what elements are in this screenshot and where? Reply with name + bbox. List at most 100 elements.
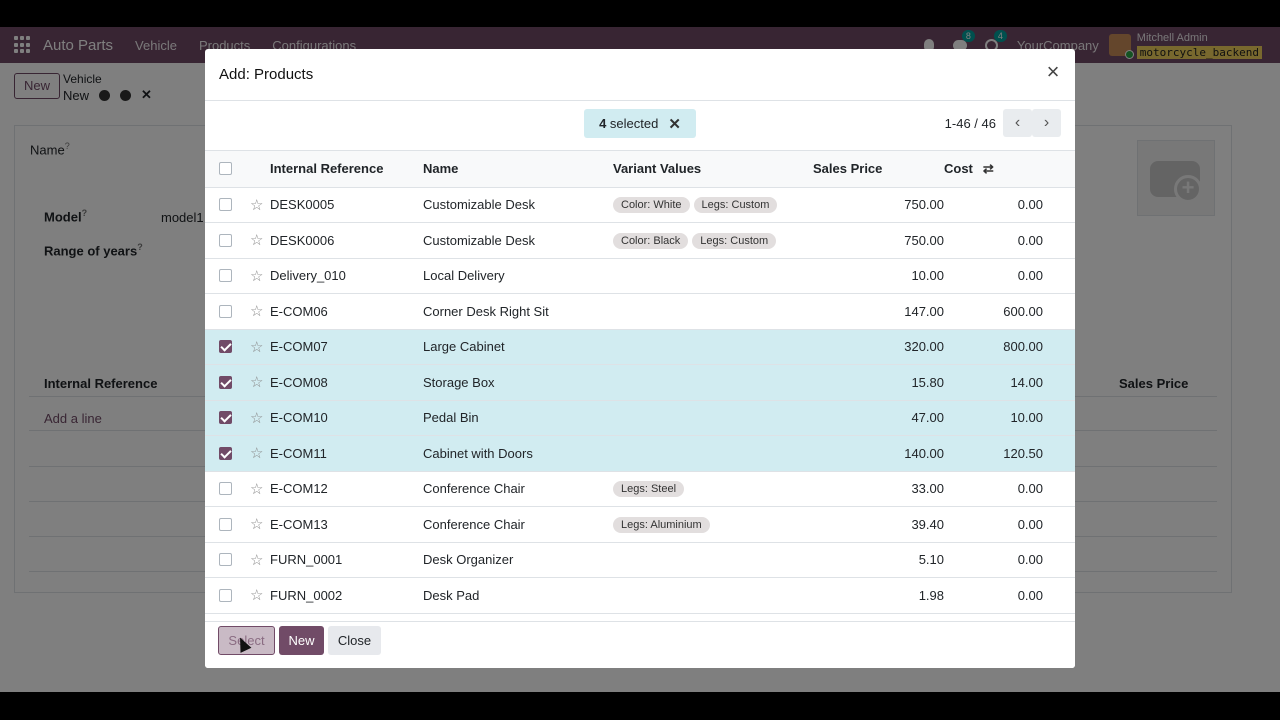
cell-variant-values[interactable] [613, 258, 813, 294]
cell-sales-price[interactable]: 47.00 [813, 400, 944, 436]
cell-name[interactable]: Corner Desk Right Sit [423, 293, 613, 330]
clear-selection-icon[interactable]: ✕ [668, 115, 681, 133]
cell-cost[interactable]: 800.00 [944, 329, 1075, 365]
cell-cost[interactable]: 0.00 [944, 542, 1075, 578]
favorite-star-icon[interactable]: ☆ [250, 409, 264, 427]
cell-internal-reference[interactable]: E-COM08 [270, 364, 423, 401]
table-row[interactable]: ☆ Delivery_010 Local Delivery 10.00 0.00 [205, 258, 1075, 294]
row-select-cell[interactable] [205, 506, 250, 543]
row-select-cell[interactable] [205, 542, 250, 578]
row-checkbox[interactable] [219, 588, 232, 602]
cell-variant-values[interactable] [613, 435, 813, 472]
favorite-star-icon[interactable]: ☆ [250, 196, 264, 214]
cell-sales-price[interactable]: 147.00 [813, 293, 944, 330]
cell-sales-price[interactable]: 1.98 [813, 577, 944, 614]
cell-internal-reference[interactable]: DESK0006 [270, 222, 423, 259]
cell-name[interactable]: Conference Chair [423, 506, 613, 543]
cell-name[interactable]: Desk Organizer [423, 542, 613, 578]
cell-internal-reference[interactable]: DESK0005 [270, 187, 423, 223]
cell-cost[interactable]: 0.00 [944, 187, 1075, 223]
new-button[interactable]: New [279, 626, 324, 655]
cell-internal-reference[interactable]: E-COM12 [270, 471, 423, 507]
row-checkbox[interactable] [219, 233, 232, 247]
cell-variant-values[interactable]: Color: White Legs: Custom [613, 187, 813, 223]
close-button[interactable]: Close [328, 626, 381, 655]
table-row[interactable]: ☆ E-COM10 Pedal Bin 47.00 10.00 [205, 400, 1075, 436]
close-icon[interactable]: × [1046, 59, 1060, 84]
favorite-star-icon[interactable]: ☆ [250, 232, 264, 250]
table-row[interactable]: ☆ DESK0005 Customizable Desk Color: White Le… [205, 187, 1075, 223]
cell-variant-values[interactable] [613, 400, 813, 436]
row-checkbox[interactable] [219, 375, 232, 389]
row-select-cell[interactable] [205, 222, 250, 259]
cell-name[interactable]: Local Delivery [423, 258, 613, 294]
cell-name[interactable]: Storage Box [423, 364, 613, 401]
cell-cost[interactable]: 0.00 [944, 222, 1075, 259]
col-variant-values[interactable]: Variant Values [613, 151, 813, 188]
cell-variant-values[interactable] [613, 577, 813, 614]
pager-next-button[interactable]: › [1032, 109, 1061, 137]
cell-name[interactable]: Customizable Desk [423, 187, 613, 223]
cell-name[interactable]: Desk Pad [423, 577, 613, 614]
select-button[interactable]: Select [218, 626, 275, 655]
cell-name[interactable]: Large Cabinet [423, 329, 613, 365]
cell-cost[interactable]: 120.50 [944, 435, 1075, 472]
pager-previous-button[interactable]: ‹ [1003, 109, 1032, 137]
table-row[interactable]: ☆ E-COM11 Cabinet with Doors 140.00 120.50 [205, 435, 1075, 472]
cell-variant-values[interactable] [613, 364, 813, 401]
row-checkbox[interactable] [219, 269, 232, 283]
table-row[interactable]: ☆ FURN_0001 Desk Organizer 5.10 0.00 [205, 542, 1075, 578]
favorite-star-icon[interactable]: ☆ [250, 587, 264, 605]
row-checkbox[interactable] [219, 304, 232, 318]
cell-sales-price[interactable]: 33.00 [813, 471, 944, 507]
cell-internal-reference[interactable]: E-COM11 [270, 435, 423, 472]
pager-value[interactable]: 1-46 / 46 [944, 116, 996, 131]
row-checkbox[interactable] [219, 553, 232, 567]
row-checkbox[interactable] [219, 517, 232, 531]
cell-name[interactable]: Pedal Bin [423, 400, 613, 436]
row-checkbox[interactable] [219, 446, 232, 460]
row-select-cell[interactable] [205, 471, 250, 507]
row-checkbox[interactable] [219, 411, 232, 425]
row-select-cell[interactable] [205, 258, 250, 294]
cell-variant-values[interactable]: Color: Black Legs: Custom [613, 222, 813, 259]
cell-sales-price[interactable]: 39.40 [813, 506, 944, 543]
cell-variant-values[interactable] [613, 542, 813, 578]
cell-sales-price[interactable]: 320.00 [813, 329, 944, 365]
cell-sales-price[interactable]: 750.00 [813, 187, 944, 223]
row-checkbox[interactable] [219, 340, 232, 354]
col-internal-reference[interactable]: Internal Reference [270, 151, 423, 188]
cell-variant-values[interactable]: Legs: Steel [613, 471, 813, 507]
cell-sales-price[interactable]: 140.00 [813, 435, 944, 472]
cell-cost[interactable]: 0.00 [944, 506, 1075, 543]
table-row[interactable]: ☆ E-COM07 Large Cabinet 320.00 800.00 [205, 329, 1075, 365]
row-select-cell[interactable] [205, 400, 250, 436]
cell-cost[interactable]: 0.00 [944, 471, 1075, 507]
optional-columns-icon[interactable]: ⇄ [982, 160, 994, 176]
row-select-cell[interactable] [205, 435, 250, 472]
row-select-cell[interactable] [205, 577, 250, 614]
favorite-star-icon[interactable]: ☆ [250, 445, 264, 463]
cell-name[interactable]: Conference Chair [423, 471, 613, 507]
row-select-cell[interactable] [205, 187, 250, 223]
cell-sales-price[interactable]: 15.80 [813, 364, 944, 401]
cell-internal-reference[interactable]: E-COM06 [270, 293, 423, 330]
cell-internal-reference[interactable]: Delivery_010 [270, 258, 423, 294]
favorite-star-icon[interactable]: ☆ [250, 267, 264, 285]
table-row[interactable]: ☆ FURN_0002 Desk Pad 1.98 0.00 [205, 577, 1075, 614]
cell-sales-price[interactable]: 750.00 [813, 222, 944, 259]
table-row[interactable]: ☆ E-COM08 Storage Box 15.80 14.00 [205, 364, 1075, 401]
cell-sales-price[interactable]: 5.10 [813, 542, 944, 578]
select-all-checkbox[interactable] [219, 162, 232, 176]
row-select-cell[interactable] [205, 364, 250, 401]
cell-internal-reference[interactable]: E-COM07 [270, 329, 423, 365]
cell-cost[interactable]: 0.00 [944, 577, 1075, 614]
cell-variant-values[interactable]: Legs: Aluminium [613, 506, 813, 543]
row-checkbox[interactable] [219, 482, 232, 496]
cell-internal-reference[interactable]: E-COM13 [270, 506, 423, 543]
favorite-star-icon[interactable]: ☆ [250, 551, 264, 569]
favorite-star-icon[interactable]: ☆ [250, 303, 264, 321]
cell-cost[interactable]: 0.00 [944, 258, 1075, 294]
favorite-star-icon[interactable]: ☆ [250, 374, 264, 392]
cell-cost[interactable]: 10.00 [944, 400, 1075, 436]
